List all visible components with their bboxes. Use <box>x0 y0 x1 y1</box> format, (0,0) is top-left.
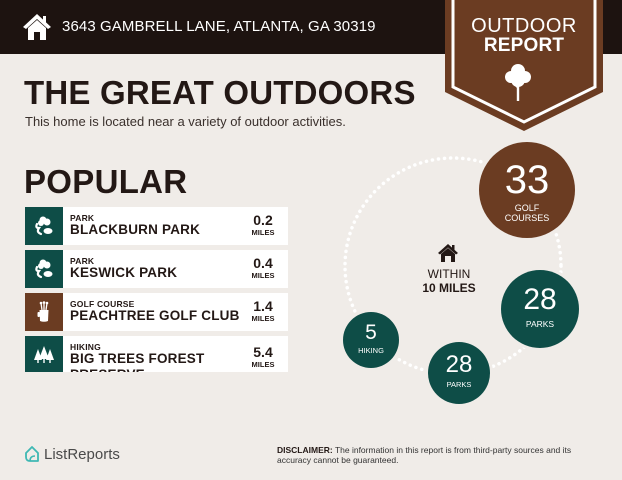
popular-heading: POPULAR <box>24 163 188 200</box>
home-icon <box>438 244 458 262</box>
radius-label: WITHIN 10 MILES <box>422 267 476 295</box>
item-name: KESWICK PARK <box>70 265 178 280</box>
item-category: GOLF COURSE <box>70 299 135 309</box>
tree-icon <box>505 64 531 101</box>
page-subtitle: This home is located near a variety of o… <box>25 114 346 129</box>
disclaimer: DISCLAIMER: The information in this repo… <box>277 445 607 465</box>
banner-title: OUTDOOR REPORT <box>471 15 577 56</box>
park-icon <box>25 250 63 288</box>
list-item[interactable]: PARK KESWICK PARK 0.4 MILES <box>25 250 288 288</box>
stat-parks-secondary: 28 PARKS <box>428 342 490 404</box>
property-address: 3643 GAMBRELL LANE, ATLANTA, GA 30319 <box>62 18 376 35</box>
disclaimer-label: DISCLAIMER: <box>277 445 333 455</box>
item-distance: 5.4 MILES <box>251 344 275 369</box>
item-distance: 0.2 MILES <box>251 212 275 237</box>
item-category: HIKING <box>70 342 101 352</box>
forest-icon <box>25 336 63 372</box>
listreports-logo[interactable]: ListReports <box>24 444 120 464</box>
listreports-logo-icon <box>25 446 39 462</box>
popular-list: PARK BLACKBURN PARK 0.2 MILES PARK KESWI… <box>25 207 288 377</box>
stat-golf-courses: 33 GOLF COURSES <box>479 142 575 238</box>
item-category: PARK <box>70 213 95 223</box>
page-title: THE GREAT OUTDOORS <box>24 74 416 111</box>
park-icon <box>25 207 63 245</box>
item-name: BIG TREES FOREST PRESERVE <box>70 351 205 372</box>
item-name: PEACHTREE GOLF CLUB <box>70 308 240 323</box>
item-distance: 1.4 MILES <box>251 298 275 323</box>
listreports-logo-text: ListReports <box>44 445 120 463</box>
item-distance: 0.4 MILES <box>251 255 275 280</box>
golf-bag-icon <box>25 293 63 331</box>
list-item[interactable]: PARK BLACKBURN PARK 0.2 MILES <box>25 207 288 245</box>
stat-parks: 28 PARKS <box>501 270 579 348</box>
list-item[interactable]: HIKING BIG TREES FOREST PRESERVE 5.4 MIL… <box>25 336 288 372</box>
disclaimer-text: The information in this report is from t… <box>277 445 572 465</box>
item-name: BLACKBURN PARK <box>70 222 201 237</box>
list-item[interactable]: GOLF COURSE PEACHTREE GOLF CLUB 1.4 MILE… <box>25 293 288 331</box>
home-icon <box>23 14 51 40</box>
stat-hiking: 5 HIKING <box>343 312 399 368</box>
item-category: PARK <box>70 256 95 266</box>
outdoor-report-banner <box>445 0 603 131</box>
